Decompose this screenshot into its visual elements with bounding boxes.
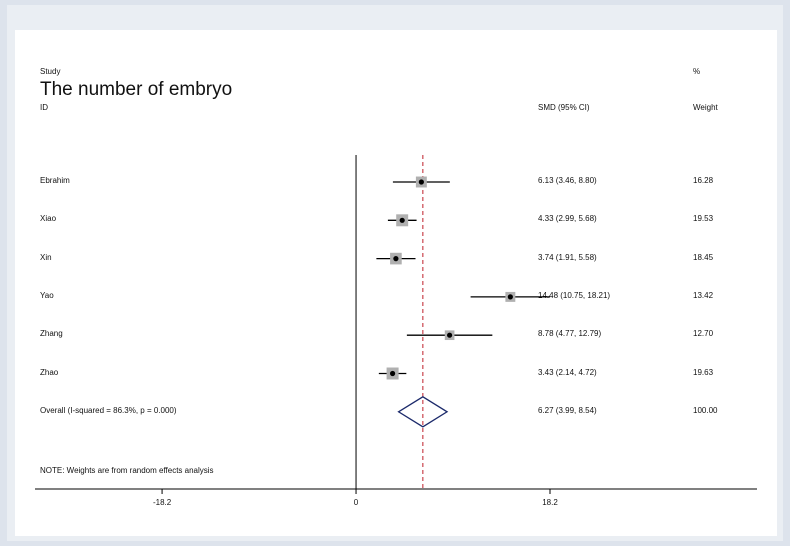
footnote: NOTE: Weights are from random effects an… <box>40 466 214 475</box>
forest-plot: -18.2 0 18.2 <box>35 155 757 507</box>
graph-window: Study The number of embryo ID SMD (95% C… <box>7 5 783 541</box>
study-name: Xiao <box>40 214 57 224</box>
study-header: Study <box>40 67 61 76</box>
chart-title: The number of embryo <box>40 79 233 100</box>
study-name: Zhao <box>40 367 59 377</box>
study-point <box>399 217 405 223</box>
effect-header: SMD (95% CI) <box>538 103 590 112</box>
study-point <box>389 370 396 377</box>
study-weight: 13.42 <box>693 290 714 300</box>
study-ci: 14.48 (10.75, 18.21) <box>538 290 611 300</box>
overall-weight: 100.00 <box>693 405 718 415</box>
study-point <box>418 179 424 185</box>
study-ci: 6.13 (3.46, 8.80) <box>538 176 597 185</box>
overall-label: Overall (I-squared = 86.3%, p = 0.000) <box>40 405 177 415</box>
x-tick-label: 0 <box>354 498 359 507</box>
study-ci: 3.74 (1.91, 5.58) <box>538 252 597 262</box>
overall-ci: 6.27 (3.99, 8.54) <box>538 405 597 415</box>
study-weight: 19.63 <box>693 367 714 377</box>
weight-header-percent: % <box>693 67 701 76</box>
id-header: ID <box>40 103 48 112</box>
x-tick-label: 18.2 <box>542 498 558 507</box>
overall-diamond <box>397 396 449 428</box>
study-ci: 4.33 (2.99, 5.68) <box>538 214 597 224</box>
study-weight: 12.70 <box>693 329 714 339</box>
study-weight: 16.28 <box>693 176 714 185</box>
study-name: Zhang <box>40 329 63 339</box>
study-point <box>447 332 453 338</box>
plot-region: Study The number of embryo ID SMD (95% C… <box>15 30 777 536</box>
x-tick-label: -18.2 <box>153 498 172 507</box>
study-name: Ebrahim <box>40 176 70 185</box>
study-ci: 3.43 (2.14, 4.72) <box>538 367 597 377</box>
study-name: Xin <box>40 252 52 262</box>
study-ci: 8.78 (4.77, 12.79) <box>538 329 602 339</box>
study-point <box>507 294 513 300</box>
study-name: Yao <box>40 290 54 300</box>
study-point <box>393 256 399 262</box>
weight-header: Weight <box>693 103 718 112</box>
study-weight: 18.45 <box>693 252 714 262</box>
study-weight: 19.53 <box>693 214 714 224</box>
